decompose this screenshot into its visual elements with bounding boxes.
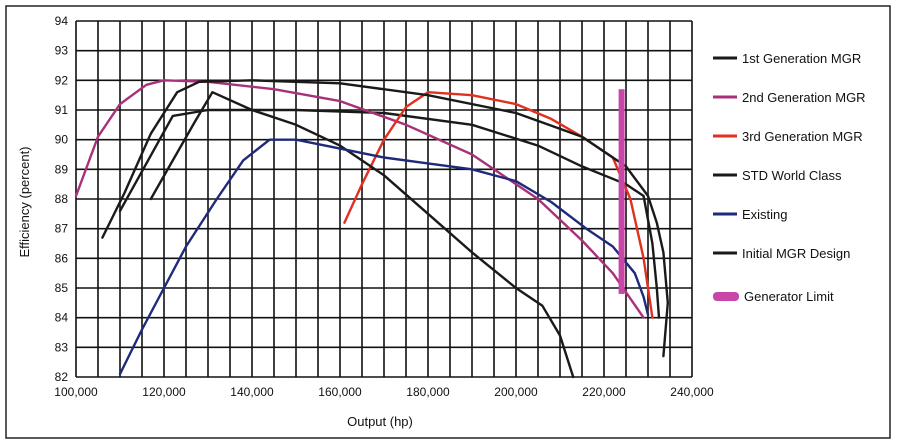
series-line-initial-mgr-design — [101, 79, 669, 358]
y-tick-label: 89 — [55, 162, 69, 176]
chart-frame — [5, 5, 891, 439]
series-line-2nd-generation-mgr — [74, 79, 645, 319]
y-tick-label: 92 — [55, 73, 69, 87]
y-tick-label: 83 — [55, 340, 69, 354]
generator-limit-bar — [618, 89, 625, 294]
x-tick-label: 220,000 — [582, 385, 626, 399]
legend-label: Generator Limit — [744, 289, 834, 304]
legend-swatch — [713, 292, 739, 301]
series-lines — [74, 79, 669, 379]
x-tick-label: 140,000 — [230, 385, 274, 399]
y-tick-label: 91 — [55, 103, 69, 117]
legend-label: 3rd Generation MGR — [742, 129, 863, 144]
y-axis-title: Efficiency (percent) — [17, 146, 32, 257]
y-tick-label: 88 — [55, 192, 69, 206]
legend-label: 1st Generation MGR — [742, 51, 861, 66]
x-tick-label: 240,000 — [670, 385, 714, 399]
series-line-existing — [118, 138, 650, 376]
y-tick-label: 90 — [55, 133, 69, 147]
x-tick-label: 120,000 — [142, 385, 186, 399]
series-line-std-world-class — [149, 91, 575, 379]
series-line-3rd-generation-mgr — [343, 91, 654, 319]
y-tick-label: 82 — [55, 370, 69, 384]
y-tick-label: 84 — [55, 311, 69, 325]
y-tick-label: 85 — [55, 281, 69, 295]
legend-label: STD World Class — [742, 168, 842, 183]
tick-labels: 82 83 84 85 86 87 88 89 90 91 92 93 94 100,000 120,000… — [54, 14, 714, 399]
y-tick-label: 86 — [55, 251, 69, 265]
x-tick-label: 200,000 — [494, 385, 538, 399]
series-line-1st-generation-mgr — [118, 108, 661, 319]
legend-label: 2nd Generation MGR — [742, 90, 866, 105]
x-tick-label: 160,000 — [318, 385, 362, 399]
legend-label: Initial MGR Design — [742, 246, 850, 261]
y-tick-label: 87 — [55, 222, 69, 236]
x-tick-label: 180,000 — [406, 385, 450, 399]
x-tick-label: 100,000 — [54, 385, 98, 399]
generator-limit-mark — [618, 89, 625, 294]
y-tick-label: 94 — [55, 14, 69, 28]
legend-label: Existing — [742, 207, 788, 222]
legend: 1st Generation MGR 2nd Generation MGR 3rd … — [713, 51, 866, 304]
y-tick-label: 93 — [55, 44, 69, 58]
x-axis-title: Output (hp) — [347, 414, 413, 429]
